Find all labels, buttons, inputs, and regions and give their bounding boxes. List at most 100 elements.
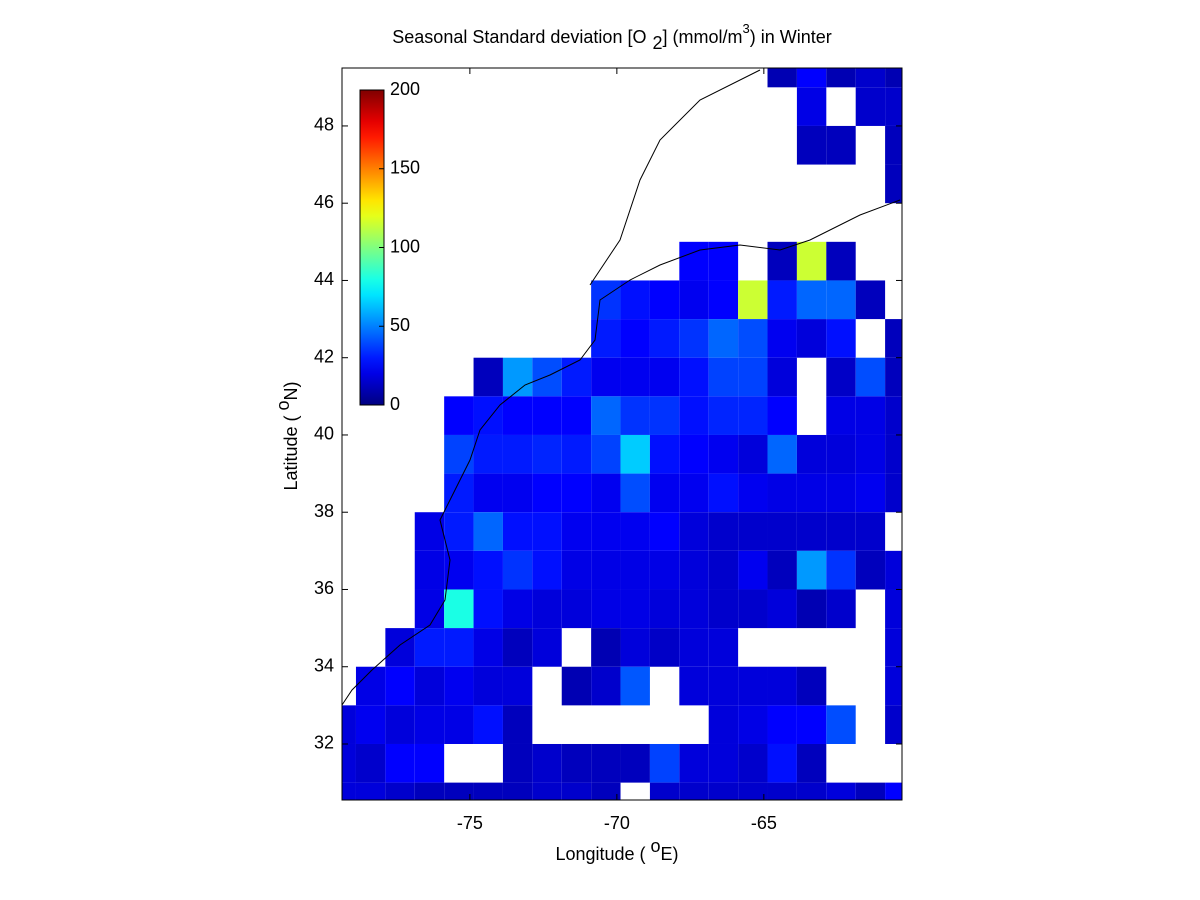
cell <box>679 434 709 474</box>
cell <box>649 512 680 551</box>
cell <box>767 241 797 281</box>
cell <box>767 473 797 513</box>
cell <box>767 743 797 783</box>
cell <box>885 628 902 667</box>
y-tick-label: 44 <box>314 269 334 289</box>
cell <box>502 473 533 513</box>
cell <box>767 357 797 397</box>
cell <box>473 589 503 629</box>
cell <box>591 512 621 551</box>
cell <box>620 666 650 706</box>
cell <box>502 396 533 435</box>
cell <box>649 473 680 513</box>
cell <box>591 280 621 320</box>
cell <box>414 666 445 706</box>
cell <box>767 319 797 358</box>
y-tick-label: 48 <box>314 115 334 135</box>
cell <box>502 434 533 474</box>
x-tick-label: -75 <box>457 813 483 833</box>
cell <box>855 280 886 320</box>
cell <box>826 319 856 358</box>
cell <box>767 512 797 551</box>
cell <box>502 782 533 800</box>
cell <box>767 68 797 88</box>
cell <box>796 743 827 783</box>
label-part: E) <box>661 844 679 864</box>
cell <box>473 357 503 397</box>
cell <box>444 589 474 629</box>
cell <box>738 666 768 706</box>
cell <box>532 782 562 800</box>
cell <box>532 512 562 551</box>
cell <box>679 743 709 783</box>
cell <box>826 241 856 281</box>
cell <box>502 628 533 667</box>
cell <box>561 357 592 397</box>
cell <box>649 396 680 435</box>
cell <box>679 550 709 590</box>
cell <box>767 705 797 744</box>
cell <box>561 434 592 474</box>
x-axis-label: Longitude ( oE) <box>555 836 678 864</box>
cell <box>444 666 474 706</box>
cell <box>620 512 650 551</box>
plot-frame <box>341 67 903 801</box>
label-part: Latitude ( <box>281 410 301 490</box>
cell <box>532 473 562 513</box>
cell <box>708 280 739 320</box>
cell <box>855 550 886 590</box>
cell <box>414 705 445 744</box>
cell <box>532 434 562 474</box>
cell <box>620 319 650 358</box>
cell <box>502 589 533 629</box>
cell <box>826 357 856 397</box>
colorbar-tick-label: 100 <box>390 236 420 256</box>
cell <box>502 550 533 590</box>
cell <box>342 782 356 800</box>
cell <box>561 743 592 783</box>
cell <box>679 628 709 667</box>
cell <box>708 589 739 629</box>
cell <box>796 434 827 474</box>
cell <box>385 666 415 706</box>
cell <box>620 280 650 320</box>
cell <box>796 280 827 320</box>
cell <box>826 473 856 513</box>
cell <box>385 782 415 800</box>
cell <box>796 782 827 800</box>
y-tick-label: 40 <box>314 424 334 444</box>
title-sub: 2 <box>652 33 662 53</box>
cell <box>767 782 797 800</box>
cell <box>708 473 739 513</box>
cell <box>796 589 827 629</box>
cell <box>885 434 902 474</box>
cell <box>444 434 474 474</box>
cell <box>414 512 445 551</box>
cell <box>738 512 768 551</box>
label-sup: o <box>651 836 661 856</box>
cell <box>355 666 386 706</box>
cell <box>679 241 709 281</box>
cell <box>649 357 680 397</box>
cell <box>796 125 827 165</box>
cell <box>561 666 592 706</box>
cell <box>414 743 445 783</box>
cell <box>855 87 886 126</box>
cell <box>885 705 902 744</box>
cell <box>767 434 797 474</box>
cell <box>591 666 621 706</box>
cell <box>855 473 886 513</box>
colorbar-tick-label: 200 <box>390 79 420 99</box>
cell <box>708 319 739 358</box>
cell <box>532 743 562 783</box>
cell <box>708 241 739 281</box>
cell <box>738 396 768 435</box>
cell <box>708 396 739 435</box>
cell <box>385 705 415 744</box>
cell <box>679 473 709 513</box>
cell <box>767 396 797 435</box>
colorbar-tick-label: 0 <box>390 394 400 414</box>
cell <box>738 782 768 800</box>
cell <box>444 473 474 513</box>
cell <box>620 434 650 474</box>
